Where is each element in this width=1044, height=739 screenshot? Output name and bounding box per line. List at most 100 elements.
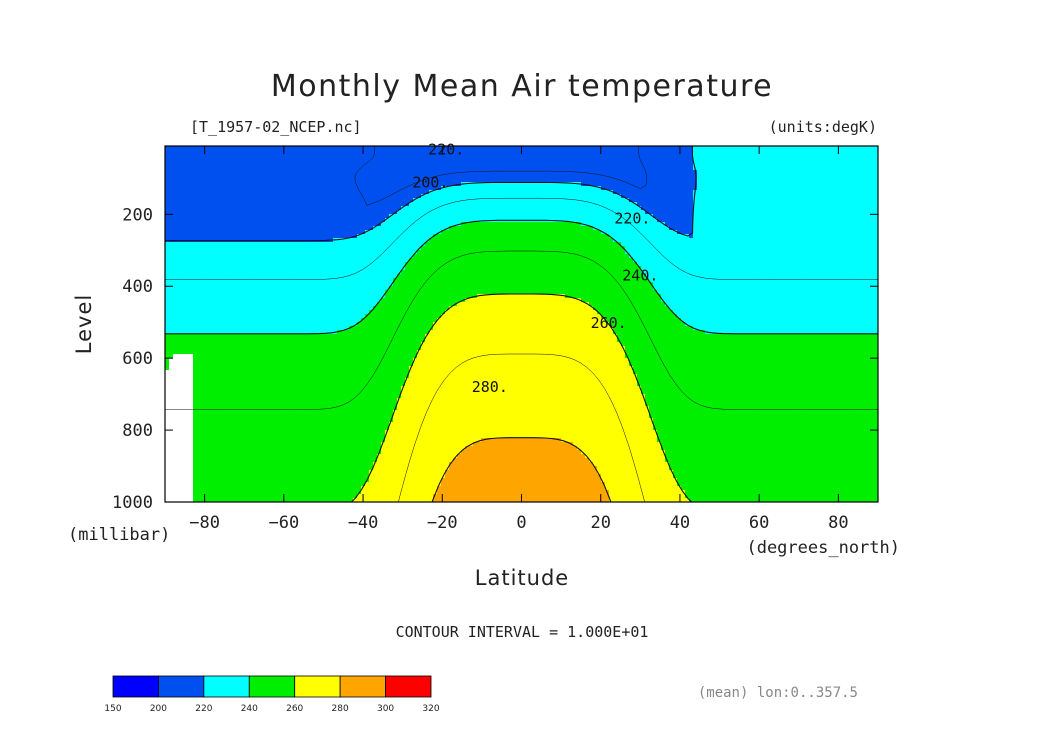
contour-band-cell — [457, 454, 585, 459]
contour-band-cell — [165, 470, 193, 475]
contour-band-cell — [193, 462, 373, 467]
contour-band-cell — [593, 462, 669, 467]
contour-band-cell — [165, 286, 389, 291]
contour-band-cell — [165, 398, 193, 403]
contour-band-cell — [449, 462, 593, 467]
contour-band-cell — [677, 230, 693, 235]
contour-band-cell — [653, 286, 878, 291]
contour-band-cell — [693, 210, 878, 215]
colorbar-swatch — [248, 675, 296, 698]
x-tick-label: −60 — [268, 513, 299, 533]
contour-band-cell — [165, 254, 413, 259]
contour-band-cell — [441, 478, 601, 483]
contour-band-cell — [373, 462, 449, 467]
contour-band-cell — [165, 182, 461, 187]
contour-line-270 — [398, 353, 645, 503]
contour-band-cell — [413, 362, 629, 367]
contour-band-cell — [165, 318, 361, 323]
contour-band-cell — [461, 450, 581, 455]
contour-band-cell — [193, 470, 369, 475]
contour-band-cell — [165, 370, 193, 375]
contour-band-cell — [689, 498, 878, 503]
contour-band-cell — [601, 186, 697, 191]
contour-band-cell — [417, 350, 625, 355]
contour-band-cell — [165, 450, 193, 455]
contour-band-cell — [581, 222, 665, 227]
contour-band-cell — [625, 250, 878, 255]
contour-band-cell — [629, 362, 878, 367]
contour-band-cell — [461, 182, 581, 187]
contour-line-250 — [165, 250, 878, 410]
contour-band-cell — [621, 242, 878, 247]
contour-band-cell — [433, 326, 613, 331]
contour-band-cell — [649, 414, 878, 419]
chart-title: Monthly Mean Air temperature — [271, 69, 773, 104]
contour-band-cell — [165, 190, 429, 195]
contour-band-cell — [377, 458, 453, 463]
colorbar-label: 320 — [422, 704, 439, 714]
contour-band-cell — [401, 394, 645, 399]
contour-band-cell — [393, 414, 649, 419]
contour-band-cell — [609, 490, 685, 495]
contour-band-cell — [693, 162, 878, 167]
contour-band-cell — [609, 498, 689, 503]
contour-band-cell — [425, 338, 617, 343]
contour-band-cell — [693, 198, 878, 203]
contour-band-cell — [353, 498, 433, 503]
contour-band-cell — [605, 482, 677, 487]
contour-band-cell — [193, 486, 361, 491]
y-tick-label: 800 — [122, 421, 153, 441]
contour-band-cell — [193, 430, 385, 435]
contour-band-cell — [441, 314, 601, 319]
contour-band-cell — [165, 414, 193, 419]
x-tick-label: 40 — [670, 513, 690, 533]
contour-band-cell — [669, 306, 878, 311]
contour-band-cell — [429, 330, 613, 335]
contour-band-cell — [661, 442, 878, 447]
contour-band-cell — [637, 382, 878, 387]
contour-band-cell — [413, 254, 629, 259]
contour-band-cell — [409, 258, 633, 263]
contour-band-cell — [389, 422, 653, 427]
x-tick-label: 80 — [828, 513, 848, 533]
contour-band-cell — [693, 202, 878, 207]
contour-band-cell — [193, 490, 361, 495]
contour-band-cell — [657, 434, 878, 439]
contour-band-cell — [165, 194, 421, 199]
contour-band-cell — [405, 266, 641, 271]
contour-band-cell — [445, 474, 601, 479]
contour-band-cell — [193, 482, 365, 487]
contour-band-cell — [465, 298, 581, 303]
contour-band-cell — [613, 238, 878, 243]
contour-band-cell — [193, 414, 393, 419]
contour-band-cell — [693, 234, 878, 239]
contour-band-cell — [165, 338, 425, 343]
contour-band-cell — [613, 190, 693, 195]
contour-band-cell — [693, 166, 878, 171]
contour-band-cell — [637, 374, 878, 379]
contour-band-cell — [165, 362, 169, 367]
contour-band-cell — [629, 358, 878, 363]
contour-band-cell — [641, 266, 878, 271]
contour-band-cell — [193, 406, 397, 411]
contour-band-cell — [165, 410, 193, 415]
contour-band-cell — [413, 358, 629, 363]
x-tick-label: 60 — [749, 513, 769, 533]
contour-band-cell — [641, 206, 693, 211]
contour-band-cell — [165, 390, 193, 395]
contour-band-cell — [681, 486, 878, 491]
contour-band-cell — [193, 474, 369, 479]
contour-band-cell — [193, 398, 397, 403]
contour-band-cell — [673, 470, 878, 475]
contour-band-cell — [625, 350, 878, 355]
contour-band-cell — [681, 318, 878, 323]
contour-band-cell — [629, 254, 878, 259]
contour-band-cell — [385, 438, 481, 443]
contour-band-cell — [165, 334, 425, 339]
contour-band-cell — [581, 298, 661, 303]
contour-band-cell — [657, 218, 693, 223]
contour-band-cell — [165, 302, 377, 307]
contour-band-cell — [397, 210, 645, 215]
contour-band-cell — [165, 350, 417, 355]
contour-band-cell — [193, 438, 385, 443]
